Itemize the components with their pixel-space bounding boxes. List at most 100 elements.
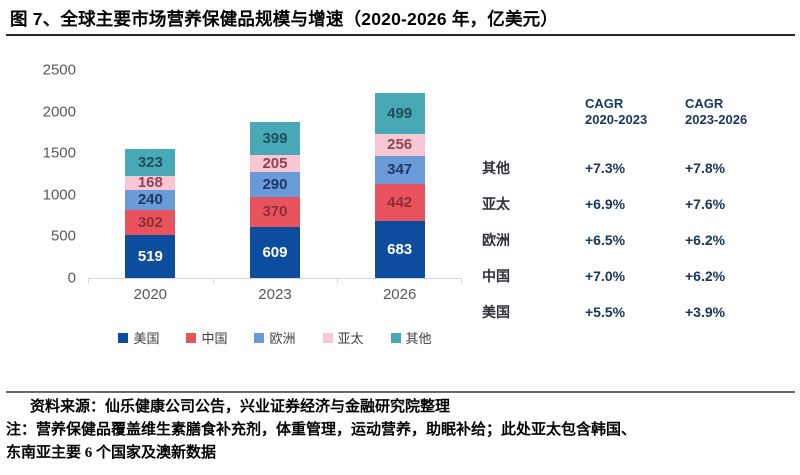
bar-value-label: 240 [137,191,163,209]
y-tick-label: 500 [50,227,76,245]
x-tick-label: 2023 [258,286,292,303]
legend-swatch-icon [322,332,333,343]
note-line-2: 东南亚主要 6 个国家及澳新数据 [6,445,217,461]
bar-value-label: 168 [137,174,163,192]
cagr-value-2023-2026: +7.6% [685,196,726,212]
figure-title: 图 7、全球主要市场营养保健品规模与增速（2020-2026 年，亿美元） [10,9,559,29]
cagr-table: CAGR 2020-2023 CAGR 2023-2026 其他 +7.3% +7.… [468,96,783,330]
cagr-col-header-2023-2026: CAGR 2023-2026 [685,96,780,128]
cagr-header-line1: CAGR [585,96,624,111]
cagr-table-row-美国: 美国 +5.5% +3.9% [468,294,783,330]
bar-value-label: 302 [137,213,163,231]
legend-swatch-icon [118,332,129,343]
legend-item-中国: 中国 [186,328,227,347]
cagr-header-line2: 2023-2026 [685,112,748,127]
cagr-value-2023-2026: +7.8% [685,160,726,176]
cagr-value-2020-2023: +6.9% [585,196,626,212]
bar-value-label: 442 [387,194,413,212]
legend-item-欧洲: 欧洲 [254,328,296,347]
axis-boundary-tick [461,278,462,283]
cagr-header-spacer [468,96,585,128]
bar-segment-其他-2023: 399 [249,122,300,156]
chart-grid: 0 500 1000 1500 2000 2500 519 302 240 168 323 609 3… [30,63,462,286]
cagr-table-row-中国: 中国 +7.0% +6.2% [468,258,783,294]
bar-segment-美国-2026: 683 [374,221,425,278]
bar-segment-亚太-2023: 205 [249,155,300,173]
bar-segment-中国-2020: 302 [125,209,176,235]
bar-segment-亚太-2026: 256 [374,134,425,156]
legend-item-亚太: 亚太 [322,328,364,347]
footer: 资料来源：仙乐健康公司公告，兴业证券经济与金融研究院整理 注：营养保健品覆盖维生… [6,391,795,464]
bar-segment-中国-2026: 442 [374,184,425,222]
cagr-header-line2: 2020-2023 [585,112,648,127]
title-bar: 图 7、全球主要市场营养保健品规模与增速（2020-2026 年，亿美元） [6,0,795,36]
legend-swatch-icon [390,332,401,343]
x-axis: 2020 2023 2026 [88,286,462,303]
bar-value-label: 499 [387,105,413,122]
cagr-col-header-2020-2023: CAGR 2020-2023 [585,96,685,128]
y-axis: 0 500 1000 1500 2000 2500 [30,63,78,286]
cagr-row-label: 欧洲 [482,232,510,248]
bar-value-label: 683 [387,241,413,259]
y-tick-label: 2000 [42,103,76,121]
bar-segment-欧洲-2023: 290 [249,172,300,197]
legend-item-其他: 其他 [390,328,432,347]
legend-label: 中国 [201,331,228,346]
cagr-row-label: 美国 [482,304,510,320]
bar-value-label: 256 [387,136,413,154]
cagr-row-label: 亚太 [482,196,510,212]
bar-value-label: 399 [262,130,288,148]
x-tick-label: 2020 [133,286,168,303]
legend-label: 欧洲 [269,331,296,346]
legend-label: 美国 [133,331,160,346]
bar-segment-欧洲-2026: 347 [374,155,425,185]
cagr-value-2023-2026: +3.9% [685,304,726,320]
cagr-row-label: 其他 [482,160,510,176]
bar-segment-美国-2023: 609 [249,227,300,278]
axis-boundary-tick [212,278,214,283]
bar-segment-其他-2026: 499 [374,92,425,135]
bar-value-label: 609 [262,244,288,262]
x-tick-label: 2026 [382,286,417,303]
cagr-row-label: 中国 [482,268,510,284]
bar-segment-亚太-2020: 168 [125,174,176,192]
cagr-table-body: 其他 +7.3% +7.8% 亚太 +6.9% +7.6% 欧洲 +6.5% +6.2% 中国 +7… [468,150,783,330]
bar-2023: 609 370 290 205 399 [249,122,300,278]
cagr-value-2023-2026: +6.2% [685,268,726,284]
cagr-table-row-欧洲: 欧洲 +6.5% +6.2% [468,222,783,258]
bar-value-label: 370 [262,203,288,221]
bar-value-label: 323 [137,153,163,171]
bar-segment-美国-2020: 519 [125,234,176,278]
axis-boundary-tick [337,278,339,283]
plot-area: 519 302 240 168 323 609 370 290 205 399 683 442 347 2… [88,70,462,283]
cagr-value-2020-2023: +7.3% [585,160,626,176]
axis-boundary-tick [88,278,89,283]
chart-legend: 美国 中国 欧洲 亚太 其他 [88,328,462,347]
bar-value-label: 347 [387,161,413,179]
legend-label: 亚太 [337,331,364,346]
note-line-1: 注：营养保健品覆盖维生素膳食补充剂，体重管理，运动营养，助眠补给；此处亚太包含韩… [6,422,637,438]
source-line: 资料来源：仙乐健康公司公告，兴业证券经济与金融研究院整理 [30,399,451,415]
bar-segment-中国-2023: 370 [249,196,300,228]
cagr-value-2023-2026: +6.2% [685,232,726,248]
bar-value-label: 519 [137,247,163,265]
bar-value-label: 290 [262,176,288,193]
legend-item-美国: 美国 [118,328,159,347]
cagr-header-line1: CAGR [685,96,724,111]
legend-swatch-icon [254,332,265,343]
y-tick-label: 2500 [42,61,76,79]
y-tick-label: 0 [67,269,76,287]
cagr-value-2020-2023: +7.0% [585,268,626,284]
cagr-table-header: CAGR 2020-2023 CAGR 2023-2026 [468,96,783,128]
cagr-value-2020-2023: +5.5% [585,304,626,320]
legend-swatch-icon [186,332,197,343]
y-tick-label: 1000 [42,186,76,204]
stacked-bar-chart: 0 500 1000 1500 2000 2500 519 302 240 168 323 609 3… [30,63,462,347]
bar-value-label: 205 [262,155,288,173]
cagr-table-row-亚太: 亚太 +6.9% +7.6% [468,186,783,222]
bar-segment-欧洲-2020: 240 [125,189,176,210]
bar-2026: 683 442 347 256 499 [374,92,425,278]
bar-2020: 519 302 240 168 323 [125,148,176,278]
cagr-table-row-其他: 其他 +7.3% +7.8% [468,150,783,186]
